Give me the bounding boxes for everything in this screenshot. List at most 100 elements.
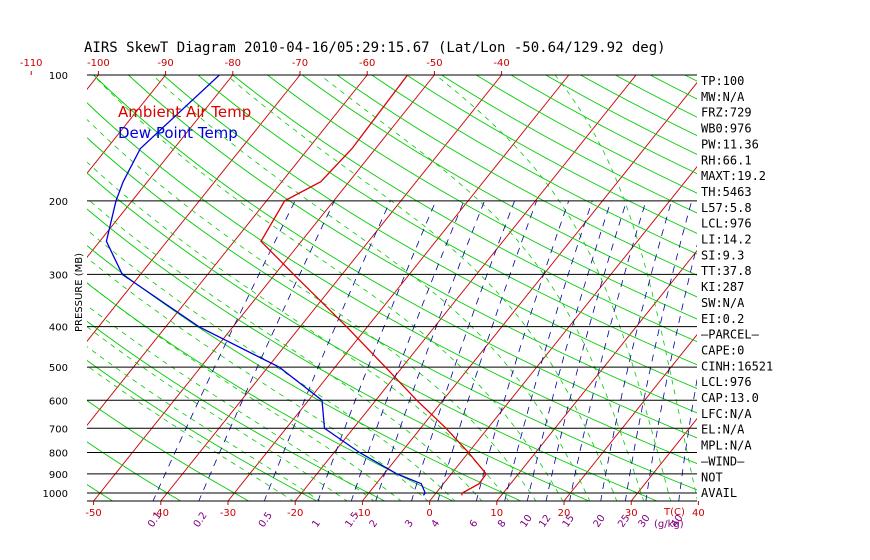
isotherm-line: [630, 418, 697, 501]
index-entry: WB0:976: [701, 122, 752, 136]
pressure-tick-label: 1000: [43, 489, 68, 500]
bottom-tick-label: -30: [220, 508, 236, 519]
isotherm-line: [429, 166, 697, 501]
isotherm-line: [227, 75, 570, 501]
dry-adiabat: [371, 75, 697, 255]
mixing-ratio-line: [600, 200, 672, 501]
index-entry: CINH:16521: [701, 359, 773, 373]
moist-adiabat: [87, 229, 456, 501]
dry-adiabat: [87, 320, 386, 501]
bottom-tick-label: 40: [692, 508, 705, 519]
mixing-ratio-label: 8: [496, 518, 509, 530]
mixing-ratio-label: 0.2: [192, 510, 210, 529]
mixing-ratio-line: [375, 200, 485, 501]
top-tick-label: -80: [225, 58, 241, 69]
legend-dew-point-temp: Dew Point Temp: [118, 124, 238, 142]
dry-adiabat: [87, 102, 697, 464]
mixing-ratio-line: [545, 200, 627, 501]
bottom-tick-label: 10: [490, 508, 503, 519]
bottom-tick-label: 20: [558, 508, 571, 519]
index-entry: LFC:N/A: [701, 407, 752, 421]
isotherm-line: [766, 75, 870, 501]
pressure-tick-labels: 100 200 300 400 500 600 700 800 900 1000: [43, 71, 68, 500]
index-entry: TP:100: [701, 74, 744, 88]
mixing-ratio-line: [569, 200, 647, 501]
dry-adiabat: [336, 75, 697, 276]
top-tick-label: -60: [359, 58, 375, 69]
top-tick-label: -50: [426, 58, 442, 69]
index-entry: SW:N/A: [701, 296, 745, 310]
index-entry: NOT: [701, 470, 723, 484]
dry-adiabat: [545, 75, 697, 155]
mixing-ratio-label: 4: [430, 518, 443, 530]
mixing-ratio-label: 12: [537, 513, 553, 530]
isotherm-line: [362, 82, 697, 501]
mixing-ratio-line: [263, 200, 391, 501]
bottom-tick-label: 30: [625, 508, 638, 519]
dry-adiabat: [0, 75, 45, 501]
index-entry: PW:11.36: [701, 137, 759, 151]
series-line-dew-point-temp: [105, 75, 426, 496]
index-entry: RH:66.1: [701, 153, 752, 167]
top-tick-label: -100: [87, 58, 110, 69]
chart-title: AIRS SkewT Diagram 2010-04-16/05:29:15.6…: [84, 40, 666, 56]
dry-adiabat: [128, 75, 697, 414]
mixing-ratio-label: 2: [368, 518, 381, 530]
dry-adiabat: [510, 75, 697, 175]
index-entry: L57:5.8: [701, 201, 752, 215]
top-temperature-ticks: -120-110-100-90-80-70-60-50-40: [20, 58, 510, 75]
index-entry: EI:0.2: [701, 312, 744, 326]
index-entry: —PARCEL—: [701, 328, 760, 342]
dry-adiabat: [87, 137, 697, 491]
bottom-tick-label: -10: [354, 508, 370, 519]
dry-adiabat: [162, 75, 697, 389]
dry-adiabat: [232, 75, 697, 343]
top-tick-label: -70: [292, 58, 308, 69]
mixing-ratio-line: [152, 200, 296, 501]
mixing-ratio-label: 6: [468, 518, 481, 530]
mixing-ratio-line: [411, 200, 515, 501]
profile-lines: [105, 75, 488, 496]
mixing-ratio-line: [645, 244, 697, 501]
dry-adiabat: [87, 208, 590, 501]
isotherm-line: [87, 75, 368, 426]
isotherm-line: [87, 75, 301, 342]
mixing-ratio-line: [198, 200, 335, 501]
legend-ambient-air-temp: Ambient Air Temp: [118, 103, 251, 121]
index-entry: SI:9.3: [701, 248, 744, 262]
index-entry: CAPE:0: [701, 343, 744, 357]
moist-adiabat: [87, 161, 510, 501]
mixing-unit-label: (g/kg): [654, 519, 684, 530]
isotherm-line: [833, 75, 870, 501]
mixing-ratio-line: [504, 200, 593, 501]
dry-adiabat: [87, 282, 454, 501]
isotherm-line: [294, 75, 637, 501]
isotherm-line: [160, 75, 502, 501]
mixing-ratio-label: 30: [636, 513, 652, 530]
moist-adiabat: [87, 197, 483, 501]
mixing-ratio-label: 10: [519, 513, 535, 530]
moist-adiabat: [87, 304, 375, 501]
isotherm-line: [93, 75, 435, 501]
index-entry: MW:N/A: [701, 90, 745, 104]
moist-adiabat: [87, 326, 348, 501]
dry-adiabat: [267, 75, 697, 320]
mixing-ratio-line: [624, 200, 693, 501]
background-grid: [0, 75, 870, 501]
pressure-tick-label: 700: [49, 424, 68, 435]
dry-adiabat: [87, 400, 249, 501]
bottom-tick-label: -50: [85, 508, 101, 519]
moist-adiabat: [87, 282, 402, 501]
pressure-tick-label: 800: [49, 448, 68, 459]
isobar-lines: [87, 74, 697, 502]
dry-adiabat: [87, 484, 113, 501]
index-entry: LCL:976: [701, 217, 752, 231]
top-tick-label: -40: [493, 58, 509, 69]
index-entry: LI:14.2: [701, 233, 752, 247]
isotherm-line: [87, 75, 166, 174]
bottom-tick-label: 0: [426, 508, 432, 519]
mixing-ratio-line: [350, 200, 465, 501]
index-entry: CAP:13.0: [701, 391, 759, 405]
